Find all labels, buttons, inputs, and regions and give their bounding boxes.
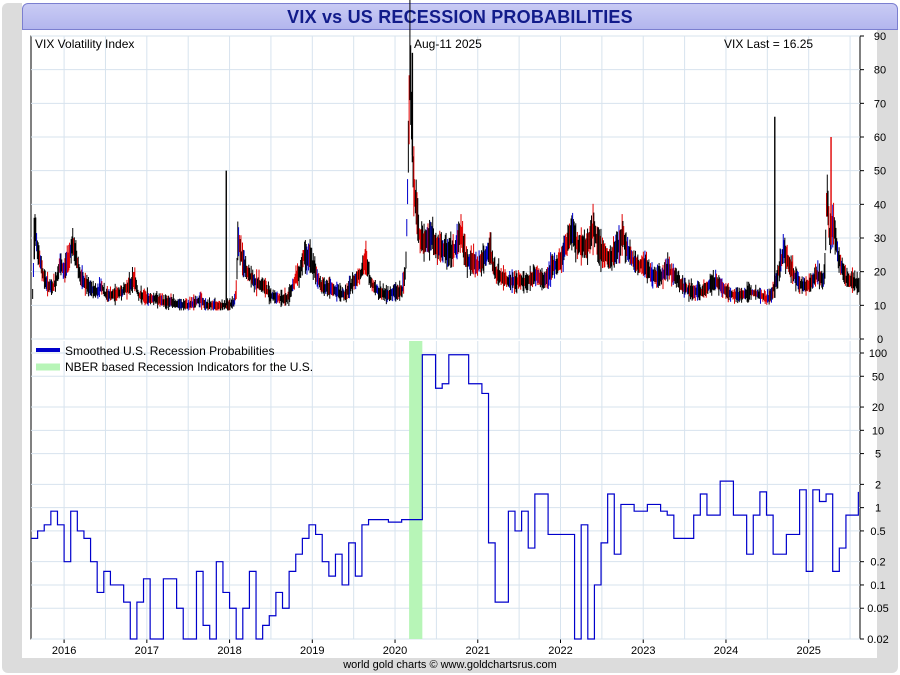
bottom-panel-border xyxy=(30,338,861,640)
frame-bottom-border xyxy=(2,658,898,673)
prob-y-tick-label: 100 xyxy=(869,348,887,360)
vix-y-tick-label: 90 xyxy=(874,31,886,43)
frame-right-border xyxy=(877,30,898,671)
vix-y-tick-label: 50 xyxy=(874,166,886,178)
legend-label-probability: Smoothed U.S. Recession Probabilities xyxy=(65,344,274,358)
prob-y-tick-label: 0.5 xyxy=(870,526,885,538)
prob-y-tick-label: 50 xyxy=(872,371,884,383)
title-bar: VIX vs US RECESSION PROBABILITIES xyxy=(22,3,898,30)
x-tick-label: 2017 xyxy=(135,645,159,657)
prob-y-tick-label: 0.02 xyxy=(867,634,888,646)
chart-title: VIX vs US RECESSION PROBABILITIES xyxy=(287,7,633,27)
vix-y-tick-label: 20 xyxy=(874,267,886,279)
x-tick-label: 2016 xyxy=(52,645,76,657)
prob-y-tick-label: 0.1 xyxy=(870,580,885,592)
prob-y-tick-label: 0.05 xyxy=(867,603,888,615)
legend-label-nber: NBER based Recession Indicators for the … xyxy=(65,360,313,374)
prob-y-tick-label: 10 xyxy=(872,425,884,437)
vix-y-tick-label: 70 xyxy=(874,98,886,110)
x-tick-label: 2018 xyxy=(217,645,241,657)
chart-date-label: Aug-11 2025 xyxy=(414,37,482,51)
vix-y-tick-label: 60 xyxy=(874,132,886,144)
vix-y-tick-label: 30 xyxy=(874,233,886,245)
vix-y-tick-label: 10 xyxy=(874,300,886,312)
vix-y-tick-label: 80 xyxy=(874,65,886,77)
frame-left-border xyxy=(2,3,22,671)
x-tick-label: 2022 xyxy=(548,645,572,657)
x-tick-label: 2021 xyxy=(466,645,490,657)
x-tick-label: 2020 xyxy=(383,645,407,657)
recession-probability-line xyxy=(31,354,859,640)
x-tick-label: 2024 xyxy=(714,645,738,657)
prob-y-tick-label: 2 xyxy=(875,479,881,491)
footer-credit: world gold charts © www.goldchartsrus.co… xyxy=(343,659,557,671)
vix-bars xyxy=(32,0,860,311)
x-tick-label: 2025 xyxy=(796,645,820,657)
vix-series-label: VIX Volatility Index xyxy=(35,37,134,51)
nber-recession-band xyxy=(409,341,423,639)
prob-y-tick-label: 5 xyxy=(875,449,881,461)
x-tick-label: 2023 xyxy=(631,645,655,657)
x-tick-label: 2019 xyxy=(300,645,324,657)
prob-y-tick-label: 20 xyxy=(872,402,884,414)
prob-y-tick-label: 0.2 xyxy=(870,557,885,569)
prob-y-tick-label: 1 xyxy=(875,503,881,515)
vix-last-label: VIX Last = 16.25 xyxy=(724,37,813,51)
vix-y-tick-label: 0 xyxy=(877,334,883,346)
vix-y-tick-label: 40 xyxy=(874,199,886,211)
